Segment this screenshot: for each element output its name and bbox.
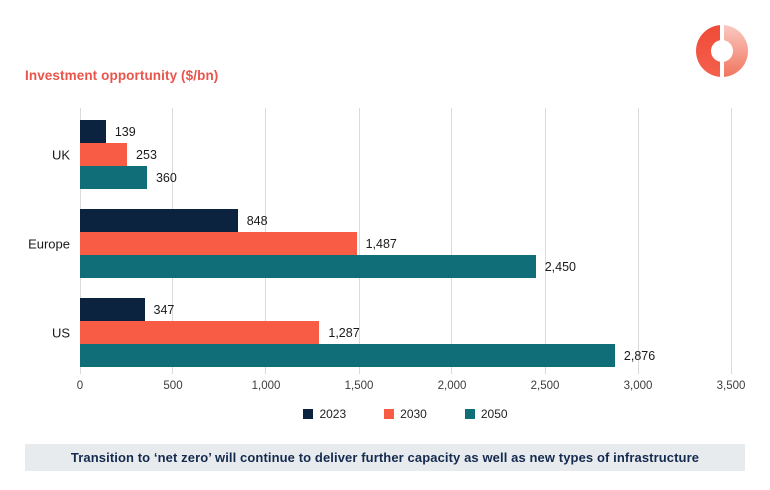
x-tick-label-1500: 1,500 (344, 380, 374, 392)
bar-group-europe: Europe 848 1,487 2,450 (28, 209, 731, 278)
bar-row: 360 (80, 166, 731, 189)
bar-group-uk: UK 139 253 360 (52, 120, 731, 189)
plot-area: UK 139 253 360 Europe 848 1,487 2,450 US 347 1,287… (28, 108, 732, 374)
x-tick-label-0: 0 (76, 380, 84, 392)
x-tick-label-3000: 3,000 (623, 380, 653, 392)
bar-row: 253 (80, 143, 731, 166)
legend-item-2023: 2023 (303, 407, 346, 421)
legend-item-2030: 2030 (384, 407, 427, 421)
category-label-uk: UK (51, 147, 70, 162)
x-tick-label-1000: 1,000 (251, 380, 281, 392)
bar-europe-2030 (80, 232, 357, 255)
x-tick-label-2500: 2,500 (530, 380, 560, 392)
bar-value-label: 2,450 (544, 259, 576, 274)
gridline-2500 (544, 108, 546, 374)
bar-uk-2050 (80, 166, 147, 189)
logo-center-hole (711, 40, 733, 62)
bar-row: 2,450 (80, 255, 731, 278)
legend-swatch-icon (384, 409, 395, 419)
bar-row: 848 (80, 209, 731, 232)
bar-us-2023 (80, 298, 145, 321)
legend-label: 2050 (480, 407, 508, 421)
gridline-1500 (358, 108, 360, 374)
category-label-us: US (51, 325, 70, 340)
brand-donut-logo-icon (696, 25, 748, 77)
bar-value-label: 2,876 (623, 348, 656, 363)
x-tick-label-2000: 2,000 (437, 380, 467, 392)
bar-europe-2023 (80, 209, 238, 232)
legend: 2023 2030 2050 (80, 407, 731, 421)
bar-value-label: 253 (136, 147, 157, 162)
legend-swatch-icon (303, 409, 314, 419)
legend-swatch-icon (464, 409, 475, 419)
chart-title: Investment opportunity ($/bn) (25, 68, 219, 83)
gridline-3000 (637, 108, 639, 374)
bar-group-us: US 347 1,287 2,876 (52, 298, 731, 367)
x-tick-label-3500: 3,500 (716, 380, 746, 392)
category-label-europe: Europe (28, 236, 70, 251)
bar-row: 347 (80, 298, 731, 321)
bar-europe-2050 (80, 255, 536, 278)
bar-row: 1,487 (80, 232, 731, 255)
bar-value-label: 347 (153, 302, 175, 317)
bar-value-label: 848 (246, 213, 268, 228)
bar-row: 139 (80, 120, 731, 143)
x-tick-label-500: 500 (163, 380, 183, 392)
legend-item-2050: 2050 (464, 407, 508, 421)
bar-us-2050 (80, 344, 615, 367)
legend-label: 2030 (400, 407, 427, 421)
gridline-2000 (451, 108, 453, 374)
bar-value-label: 1,287 (328, 325, 360, 340)
gridline-3500 (730, 108, 732, 374)
bar-value-label: 360 (155, 170, 177, 185)
bar-value-label: 139 (114, 124, 136, 139)
bar-value-label: 1,487 (365, 236, 397, 251)
bar-row: 2,876 (80, 344, 731, 367)
bar-us-2030 (80, 321, 320, 344)
key-message-text: Transition to ‘net zero’ will continue t… (70, 450, 700, 465)
bar-uk-2023 (80, 120, 106, 143)
legend-label: 2023 (319, 407, 347, 421)
bar-row: 1,287 (80, 321, 731, 344)
x-axis: 0 500 1,000 1,500 2,000 2,500 3,000 3,500 (76, 380, 746, 396)
bar-uk-2030 (80, 143, 128, 166)
key-message-banner: Transition to ‘net zero’ will continue t… (25, 444, 745, 471)
